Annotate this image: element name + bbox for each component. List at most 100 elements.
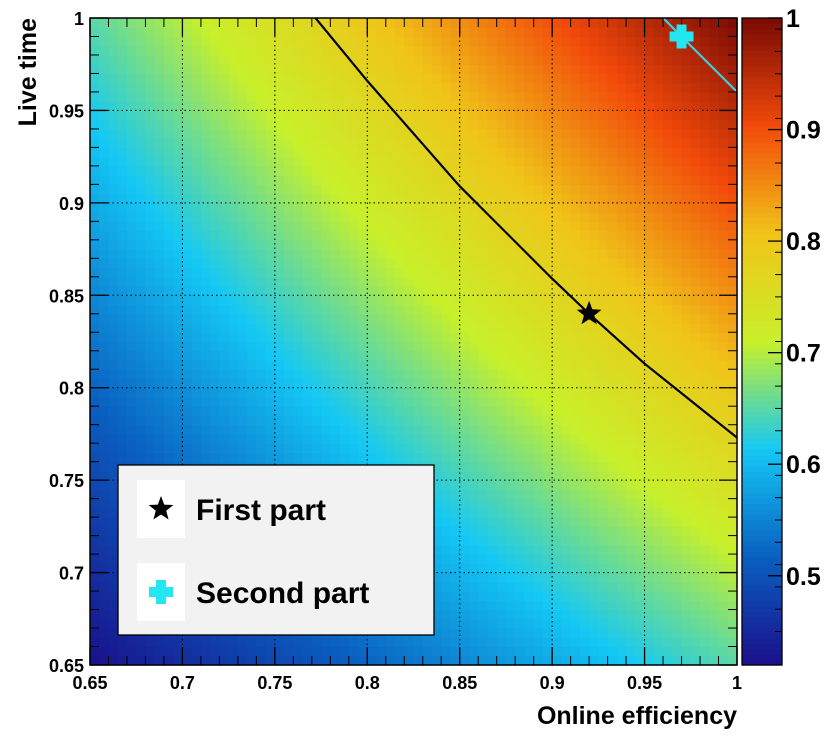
heatmap-cell	[312, 36, 322, 46]
heatmap-cell	[691, 184, 701, 194]
heatmap-cell	[543, 249, 553, 259]
heatmap-cell	[672, 619, 682, 629]
heatmap-cell	[377, 434, 387, 444]
heatmap-cell	[164, 194, 174, 204]
heatmap-cell	[386, 129, 396, 139]
heatmap-cell	[404, 323, 414, 333]
heatmap-cell	[90, 489, 100, 499]
heatmap-cell	[487, 563, 497, 573]
heatmap-cell	[155, 332, 165, 342]
heatmap-cell	[580, 434, 590, 444]
heatmap-cell	[108, 600, 118, 610]
heatmap-cell	[561, 268, 571, 278]
heatmap-cell	[719, 619, 729, 629]
heatmap-cell	[275, 323, 285, 333]
heatmap-cell	[358, 360, 368, 370]
heatmap-cell	[626, 258, 636, 268]
heatmap-cell	[145, 101, 155, 111]
heatmap-cell	[497, 480, 507, 490]
heatmap-cell	[691, 434, 701, 444]
heatmap-cell	[173, 166, 183, 176]
heatmap-cell	[312, 397, 322, 407]
heatmap-cell	[534, 64, 544, 74]
heatmap-cell	[386, 452, 396, 462]
heatmap-cell	[266, 397, 276, 407]
heatmap-cell	[654, 249, 664, 259]
heatmap-cell	[423, 443, 433, 453]
heatmap-cell	[561, 526, 571, 536]
heatmap-cell	[580, 268, 590, 278]
heatmap-cell	[404, 166, 414, 176]
heatmap-cell	[709, 240, 719, 250]
heatmap-cell	[709, 471, 719, 481]
heatmap-cell	[321, 64, 331, 74]
heatmap-cell	[552, 536, 562, 546]
heatmap-cell	[321, 194, 331, 204]
heatmap-cell	[515, 536, 525, 546]
heatmap-cell	[487, 369, 497, 379]
heatmap-cell	[524, 462, 534, 472]
heatmap-cell	[552, 526, 562, 536]
heatmap-cell	[414, 194, 424, 204]
heatmap-cell	[367, 138, 377, 148]
heatmap-cell	[598, 166, 608, 176]
heatmap-cell	[469, 406, 479, 416]
heatmap-cell	[598, 286, 608, 296]
heatmap-cell	[423, 452, 433, 462]
heatmap-cell	[247, 147, 257, 157]
heatmap-cell	[293, 397, 303, 407]
heatmap-cell	[543, 342, 553, 352]
heatmap-cell	[589, 517, 599, 527]
heatmap-cell	[506, 203, 516, 213]
heatmap-cell	[589, 536, 599, 546]
heatmap-cell	[108, 64, 118, 74]
heatmap-cell	[284, 342, 294, 352]
heatmap-cell	[182, 27, 192, 37]
heatmap-cell	[728, 231, 738, 241]
heatmap-cell	[617, 129, 627, 139]
heatmap-cell	[663, 64, 673, 74]
heatmap-cell	[201, 240, 211, 250]
heatmap-cell	[497, 286, 507, 296]
heatmap-cell	[478, 221, 488, 231]
heatmap-cell	[571, 221, 581, 231]
heatmap-cell	[414, 175, 424, 185]
heatmap-cell	[349, 378, 359, 388]
heatmap-cell	[709, 277, 719, 287]
heatmap-cell	[340, 360, 350, 370]
heatmap-cell	[598, 305, 608, 315]
x-tick-label: 0.7	[170, 673, 195, 693]
heatmap-cell	[201, 212, 211, 222]
heatmap-cell	[321, 360, 331, 370]
heatmap-cell	[460, 258, 470, 268]
heatmap-cell	[571, 18, 581, 28]
heatmap-cell	[626, 36, 636, 46]
heatmap-cell	[182, 452, 192, 462]
heatmap-cell	[99, 110, 109, 120]
heatmap-cell	[90, 600, 100, 610]
heatmap-cell	[238, 166, 248, 176]
heatmap-cell	[266, 277, 276, 287]
heatmap-cell	[709, 462, 719, 472]
heatmap-cell	[90, 563, 100, 573]
heatmap-cell	[275, 157, 285, 167]
heatmap-cell	[182, 286, 192, 296]
heatmap-cell	[450, 378, 460, 388]
heatmap-cell	[275, 286, 285, 296]
heatmap-cell	[266, 240, 276, 250]
heatmap-cell	[682, 64, 692, 74]
heatmap-cell	[284, 647, 294, 657]
heatmap-cell	[266, 55, 276, 65]
heatmap-cell	[552, 221, 562, 231]
heatmap-cell	[349, 166, 359, 176]
heatmap-cell	[608, 563, 618, 573]
heatmap-cell	[709, 166, 719, 176]
heatmap-cell	[99, 369, 109, 379]
heatmap-cell	[145, 203, 155, 213]
heatmap-cell	[589, 499, 599, 509]
heatmap-cell	[598, 36, 608, 46]
heatmap-cell	[561, 425, 571, 435]
heatmap-cell	[136, 452, 146, 462]
heatmap-cell	[340, 64, 350, 74]
heatmap-cell	[580, 360, 590, 370]
